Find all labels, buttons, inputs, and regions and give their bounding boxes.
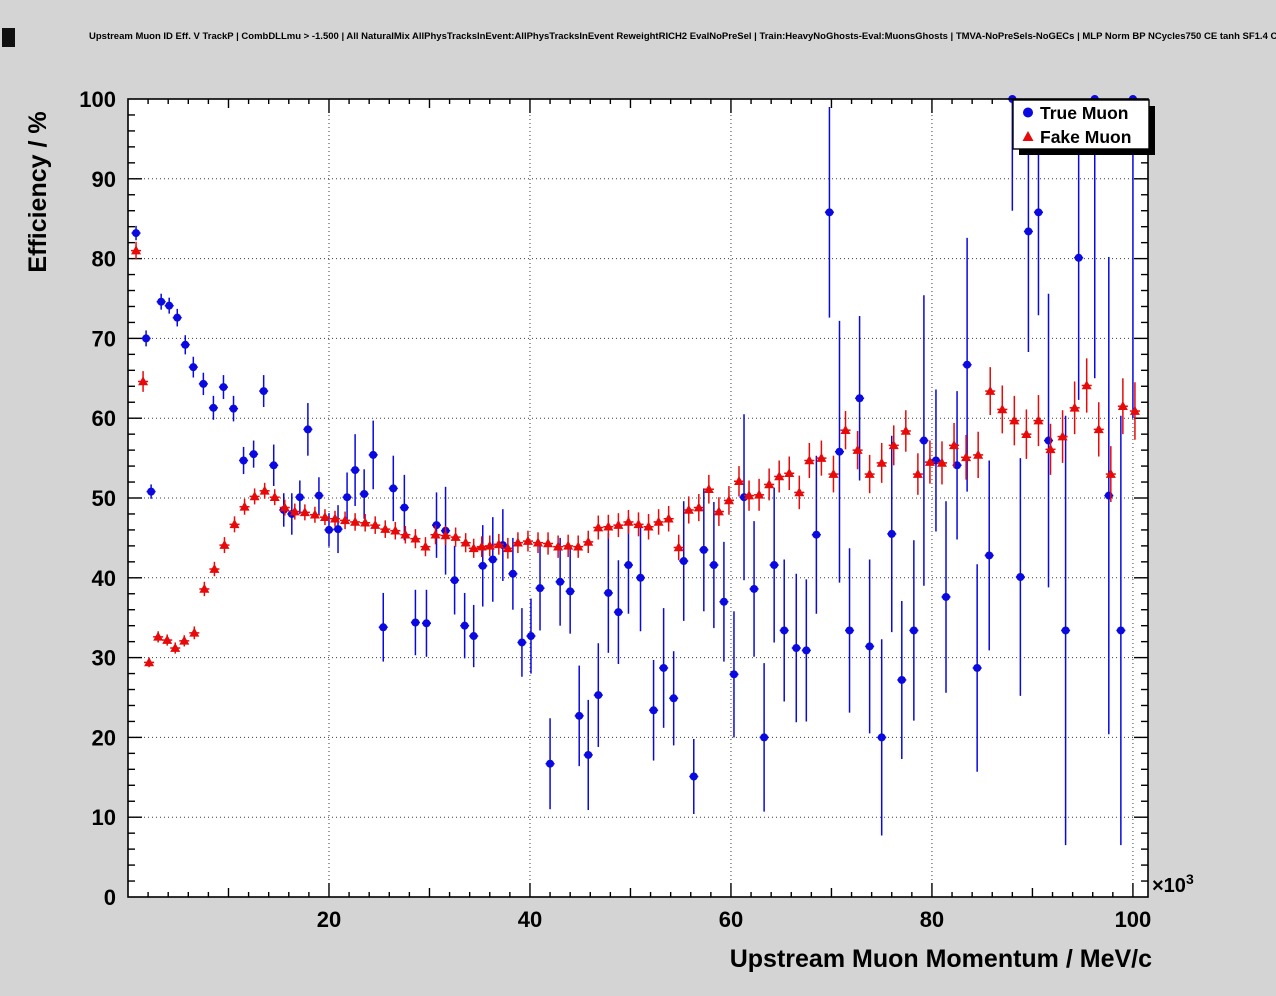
legend-label: Fake Muon: [1040, 127, 1131, 147]
svg-text:20: 20: [317, 907, 341, 932]
legend-marker-fake-muon: [1022, 131, 1034, 141]
svg-text:30: 30: [92, 646, 116, 671]
series-true-muon: [131, 95, 1138, 846]
svg-text:0: 0: [104, 885, 116, 910]
svg-text:90: 90: [92, 167, 116, 192]
svg-text:60: 60: [719, 907, 743, 932]
legend-marker-true-muon: [1023, 107, 1033, 118]
axis-ticks: [128, 99, 1148, 897]
data-points: [131, 95, 1140, 846]
svg-text:20: 20: [92, 725, 116, 750]
svg-text:40: 40: [518, 907, 542, 932]
x-axis-title: Upstream Muon Momentum / MeV/c: [730, 945, 1152, 973]
svg-text:10: 10: [92, 805, 116, 830]
svg-text:100: 100: [79, 87, 116, 112]
svg-text:70: 70: [92, 326, 116, 351]
y-axis-title: Efficiency / %: [24, 111, 52, 272]
svg-text:80: 80: [92, 247, 116, 272]
svg-text:80: 80: [920, 907, 944, 932]
x-axis-exponent: ×103: [1152, 871, 1194, 897]
legend-box: [1012, 99, 1150, 150]
svg-text:50: 50: [92, 486, 116, 511]
frame-border: [127, 98, 1149, 898]
svg-text:100: 100: [1115, 907, 1152, 932]
svg-text:40: 40: [92, 566, 116, 591]
legend-label: True Muon: [1040, 103, 1128, 123]
tick-labels: 0 10 20 30 40 50 60 70 80 90 100 20 40 60 80 100: [79, 87, 1151, 932]
svg-text:60: 60: [92, 406, 116, 431]
series-fake-muon: [131, 241, 1140, 668]
plot-title: Upstream Muon ID Eff. V TrackP | CombDLL…: [89, 31, 1276, 42]
legend: True Muon Fake Muon: [1012, 99, 1155, 155]
window-corner-artifact: [2, 28, 15, 47]
